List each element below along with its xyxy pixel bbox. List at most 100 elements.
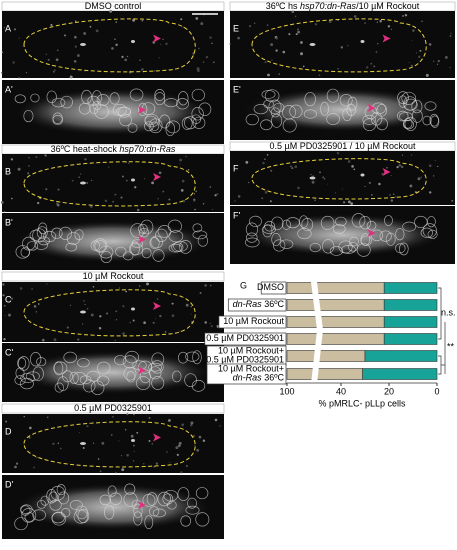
arrowhead bbox=[382, 34, 391, 43]
panel-title: 36ºC heat-shock hsp70:dn-Ras bbox=[51, 144, 176, 154]
cell-outline bbox=[286, 217, 300, 229]
speckle bbox=[192, 435, 195, 438]
cell-outline bbox=[109, 92, 120, 105]
speckle bbox=[112, 200, 115, 203]
speckle bbox=[69, 304, 72, 307]
speckle bbox=[390, 175, 392, 177]
speckle bbox=[421, 20, 423, 23]
cell-outline bbox=[25, 371, 40, 381]
cell-outline bbox=[24, 512, 35, 523]
speckle bbox=[175, 446, 179, 450]
speckle bbox=[168, 419, 171, 422]
cell-outline bbox=[51, 227, 63, 239]
cell-outline bbox=[148, 366, 162, 380]
speckle bbox=[28, 164, 30, 167]
speckle bbox=[122, 332, 126, 336]
cell-outline bbox=[273, 239, 286, 252]
speckle bbox=[428, 43, 432, 46]
speckle bbox=[1, 51, 4, 54]
micrograph bbox=[230, 151, 455, 205]
cell-outline bbox=[335, 216, 347, 227]
micrograph bbox=[2, 414, 224, 473]
speckle bbox=[104, 199, 108, 203]
cell-outline bbox=[198, 102, 212, 116]
cell-outline bbox=[404, 116, 417, 131]
cell-outline bbox=[58, 226, 72, 240]
panel-title-part: hsp70:dn-Ras bbox=[300, 1, 357, 11]
speckle bbox=[202, 203, 205, 205]
speckle bbox=[417, 178, 419, 180]
category-box bbox=[218, 315, 287, 329]
category-label-part: 0.5 µM PD0325901 bbox=[206, 355, 284, 365]
speckle bbox=[297, 28, 299, 31]
speckle bbox=[401, 14, 405, 18]
speckle bbox=[297, 30, 301, 34]
cell-outline bbox=[115, 246, 127, 257]
cell-outline bbox=[398, 242, 409, 256]
speckle bbox=[387, 25, 391, 28]
cell-outline bbox=[23, 109, 34, 123]
annotation: ** bbox=[447, 341, 455, 351]
speckle bbox=[365, 66, 369, 69]
cell-outline bbox=[356, 243, 371, 257]
speckle bbox=[122, 305, 125, 308]
cell-outline bbox=[172, 370, 182, 383]
cell-outline bbox=[90, 380, 105, 396]
speckle bbox=[91, 179, 93, 182]
speckle bbox=[275, 37, 279, 40]
speckle bbox=[114, 471, 117, 474]
speckle bbox=[86, 308, 89, 310]
primordium-glow bbox=[10, 350, 216, 395]
speckle bbox=[74, 45, 77, 48]
bar-rest bbox=[286, 282, 385, 294]
speckle bbox=[193, 193, 196, 195]
panel-label: E' bbox=[233, 84, 241, 94]
speckle bbox=[15, 462, 19, 465]
speckle bbox=[179, 158, 183, 162]
cell-outline bbox=[14, 94, 26, 104]
speckle bbox=[120, 196, 123, 199]
category-box bbox=[204, 332, 287, 346]
cell-outline bbox=[260, 119, 273, 131]
cell-outline bbox=[38, 236, 50, 246]
speckle bbox=[294, 15, 297, 18]
cell-outline bbox=[144, 115, 157, 126]
speckle bbox=[177, 444, 181, 448]
speckle bbox=[133, 414, 135, 416]
cell-outline bbox=[166, 500, 177, 510]
cell-outline bbox=[99, 494, 112, 506]
category-label-part: 10 µM Rockout+ bbox=[218, 364, 284, 374]
speckle bbox=[89, 25, 92, 28]
cell-outline bbox=[75, 505, 88, 520]
speckle bbox=[118, 440, 120, 442]
speckle bbox=[74, 20, 77, 23]
cell-outline bbox=[138, 223, 148, 234]
bar-rest bbox=[286, 333, 385, 345]
cell-outline bbox=[403, 96, 417, 111]
cell-outline bbox=[420, 227, 433, 238]
speckle bbox=[195, 190, 198, 193]
speckle bbox=[73, 60, 77, 63]
panel-title-part: 0.5 µM PD0325901 bbox=[74, 403, 152, 413]
speckle bbox=[79, 173, 82, 175]
cell-outline bbox=[185, 351, 200, 362]
cell-outline bbox=[54, 382, 64, 393]
speckle bbox=[278, 73, 281, 76]
cell-outline bbox=[347, 242, 359, 252]
title-box bbox=[1, 271, 225, 282]
cell-outline bbox=[362, 114, 376, 125]
cell-outline bbox=[53, 361, 68, 375]
speckle bbox=[271, 59, 273, 61]
speckle bbox=[275, 49, 278, 52]
cell-outline bbox=[157, 491, 172, 507]
speckle bbox=[434, 159, 436, 161]
cell-outline bbox=[177, 487, 190, 502]
arrowhead bbox=[367, 104, 376, 112]
speckle bbox=[125, 290, 128, 293]
speckle bbox=[111, 415, 114, 418]
cell-outline bbox=[32, 366, 44, 381]
speckle bbox=[140, 68, 144, 71]
speckle bbox=[99, 470, 102, 473]
speckle bbox=[159, 43, 162, 45]
speckle bbox=[56, 49, 59, 52]
